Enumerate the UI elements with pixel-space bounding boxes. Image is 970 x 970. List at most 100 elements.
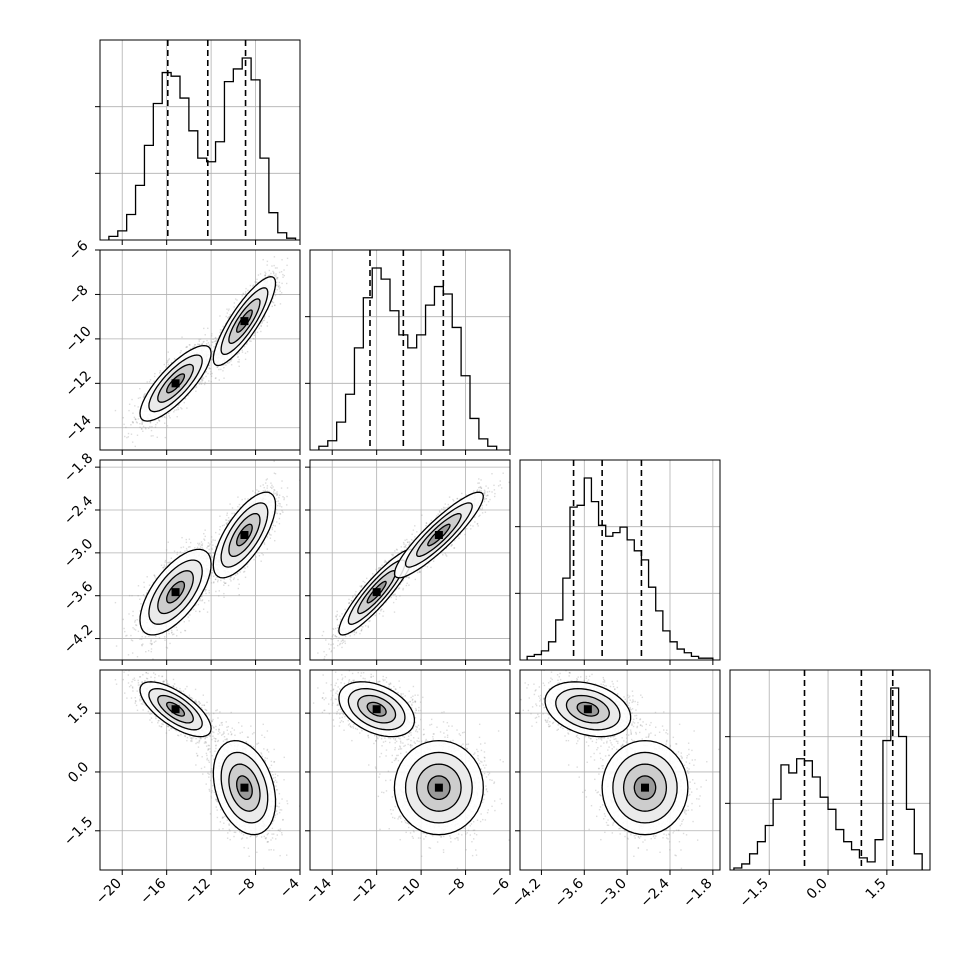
scatter-point [134,405,136,407]
scatter-point [203,539,206,541]
scatter-point [184,630,187,632]
scatter-point [128,613,130,615]
scatter-point [173,357,176,360]
scatter-point [215,545,217,548]
scatter-point [225,364,227,366]
scatter-point [192,346,194,348]
scatter-point [276,277,279,279]
scatter-point [177,407,179,409]
scatter-point [186,549,188,552]
scatter-point [133,628,136,630]
scatter-point [245,287,247,290]
scatter-point [279,303,282,305]
scatter-point [139,388,141,390]
scatter-point [280,506,283,508]
scatter-point [114,601,117,604]
scatter-point [167,363,170,366]
scatter-point [214,578,217,581]
scatter-point [227,316,229,319]
scatter-point [215,340,217,342]
scatter-point [272,301,275,304]
scatter-point [141,419,143,421]
scatter-point [148,635,150,637]
scatter-point [274,267,277,269]
scatter-point [227,317,230,320]
scatter-point [165,417,168,419]
scatter-point [187,612,189,615]
scatter-point [226,312,229,314]
scatter-point [228,308,230,310]
scatter-point [268,269,271,272]
scatter-point [143,396,145,398]
scatter-point [142,594,145,596]
scatter-point [146,576,148,578]
scatter-point [242,292,245,295]
scatter-point [274,304,276,307]
scatter-point [259,485,262,487]
scatter-point [207,542,210,544]
scatter-point [250,340,252,342]
scatter-point [163,568,165,571]
scatter-point [158,372,161,374]
scatter-point [155,424,157,426]
scatter-point [126,634,128,637]
scatter-point [213,346,215,348]
scatter-point [134,418,136,420]
scatter-point [203,383,206,386]
scatter-point [255,281,257,283]
scatter-point [179,352,182,354]
scatter-point [158,420,161,422]
scatter-point [152,435,154,437]
scatter-point [155,640,157,642]
scatter-point [229,313,231,316]
scatter-point [208,367,210,369]
scatter-point [233,577,236,579]
scatter-point [276,278,279,280]
scatter-point [139,610,141,612]
scatter-point [223,581,225,583]
scatter-point [214,377,217,380]
scatter-point [216,366,219,368]
scatter-point [176,409,178,411]
scatter-point [184,397,186,400]
scatter-point [189,614,191,616]
scatter-point [144,596,146,598]
scatter-point [202,341,204,343]
scatter-point [275,273,277,275]
scatter-point [261,322,263,324]
scatter-point [271,301,274,303]
scatter-point [226,362,228,364]
scatter-point [212,350,214,353]
scatter-point [263,319,266,322]
scatter-point [279,293,281,296]
scatter-point [169,410,171,413]
scatter-point [144,636,147,638]
panel-frame [99,249,301,451]
scatter-point [193,608,195,611]
scatter-point [133,416,136,419]
scatter-point [252,284,255,286]
scatter-point [208,344,210,346]
scatter-point [207,372,209,375]
scatter-point [278,284,280,287]
scatter-point [277,285,280,288]
scatter-point [208,589,210,592]
scatter-point [164,561,166,563]
scatter-point [168,415,170,417]
scatter-point [220,368,222,371]
scatter-point [233,306,235,308]
scatter-point [198,383,201,385]
scatter-point [153,375,156,378]
scatter-point [152,581,155,584]
scatter-point [198,343,201,346]
scatter-point [154,576,156,578]
scatter-point [130,634,132,637]
scatter-point [124,435,126,438]
scatter-point [176,551,179,554]
scatter-point [195,390,197,392]
scatter-point [146,592,148,594]
scatter-point [217,579,219,581]
scatter-point [141,644,143,647]
scatter-point [253,338,255,340]
scatter-point [131,398,133,401]
